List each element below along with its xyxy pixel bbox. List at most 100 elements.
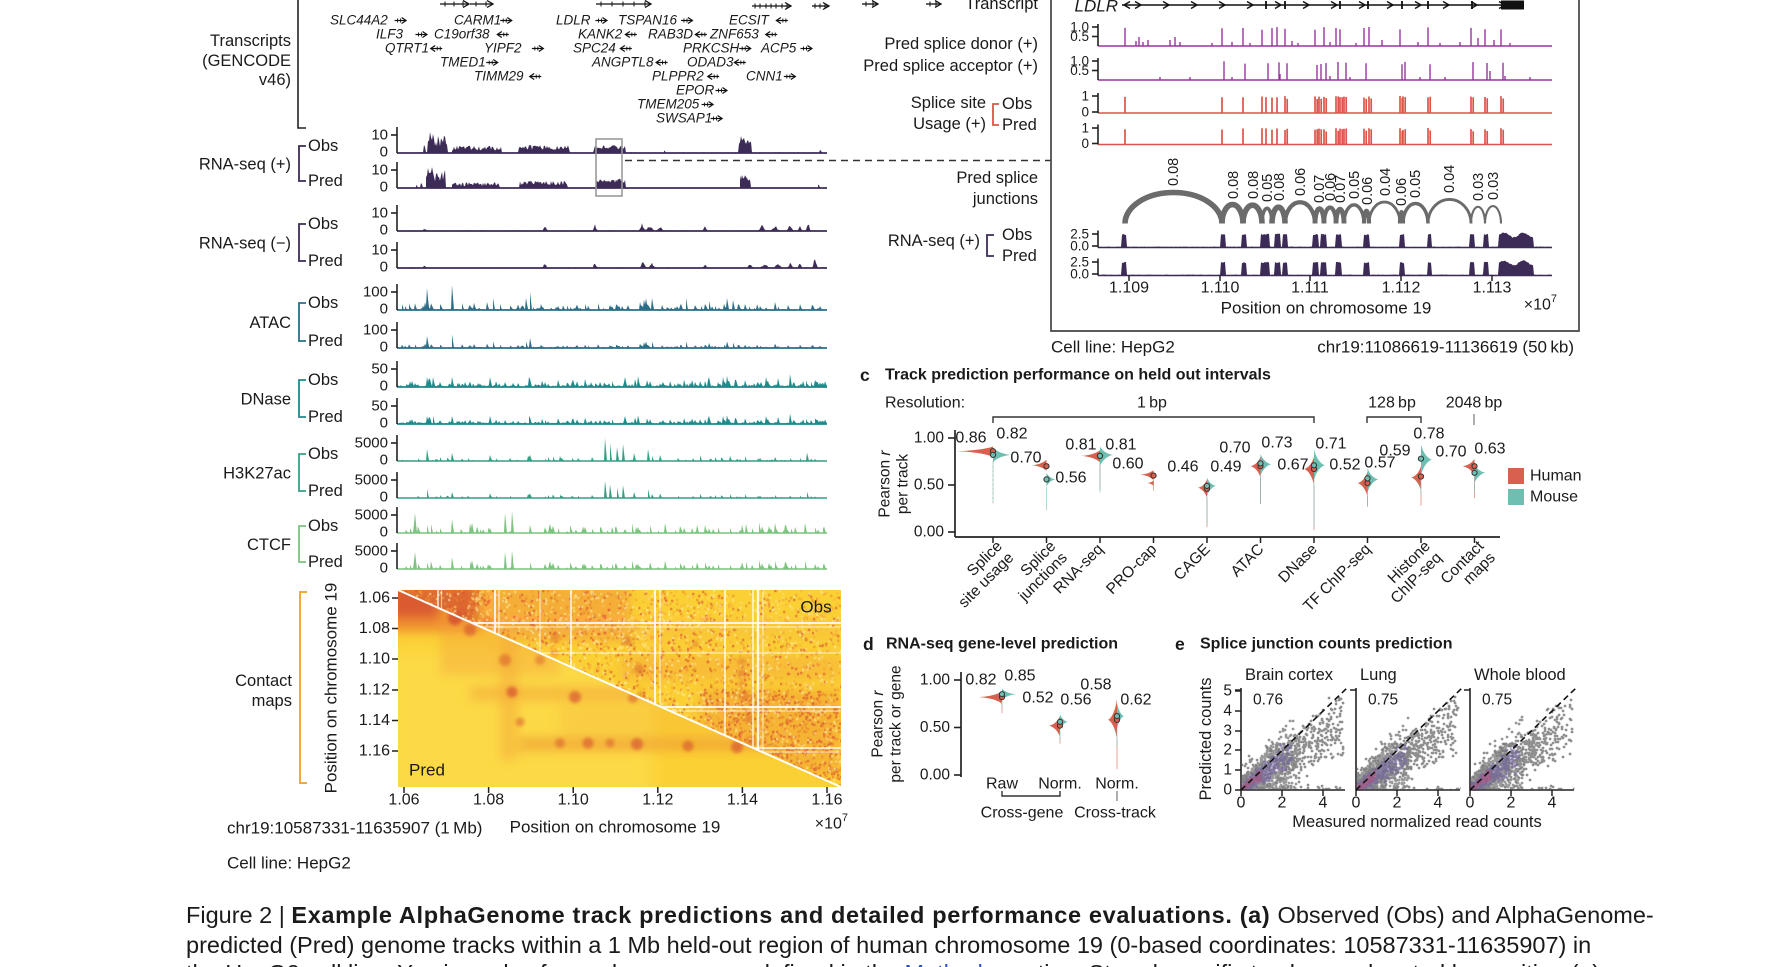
svg-text:DNase: DNase (1275, 541, 1321, 587)
svg-text:Pred: Pred (308, 408, 343, 426)
svg-text:Obs: Obs (308, 517, 338, 535)
svg-text:QTRT1: QTRT1 (385, 41, 429, 56)
svg-text:0.73: 0.73 (1261, 435, 1292, 452)
svg-text:0.05: 0.05 (1260, 174, 1276, 202)
svg-text:4: 4 (1223, 703, 1232, 720)
svg-text:1.113: 1.113 (1473, 280, 1512, 297)
svg-text:Brain cortex: Brain cortex (1245, 666, 1334, 684)
svg-text:0: 0 (1223, 782, 1232, 799)
svg-text:FBL: FBL (806, 0, 831, 2)
svg-text:0.04: 0.04 (1442, 165, 1458, 193)
svg-text:0.60: 0.60 (1112, 456, 1143, 473)
svg-text:5000: 5000 (355, 472, 388, 489)
svg-text:H3K27ac: H3K27ac (223, 465, 291, 483)
svg-text:ACP5: ACP5 (760, 41, 797, 56)
svg-text:0.63: 0.63 (1474, 441, 1505, 458)
svg-text:128 bp: 128 bp (1368, 395, 1416, 412)
svg-text:0: 0 (380, 524, 388, 541)
svg-text:0.75: 0.75 (1368, 692, 1398, 709)
svg-text:Track prediction performance o: Track prediction performance on held out… (885, 367, 1271, 384)
svg-text:PLPPR2: PLPPR2 (652, 69, 704, 84)
svg-text:0: 0 (1237, 795, 1246, 812)
svg-text:KANK2: KANK2 (578, 27, 623, 42)
svg-text:Pred: Pred (308, 172, 343, 190)
svg-text:Lung: Lung (1360, 666, 1397, 684)
svg-text:ECSIT: ECSIT (729, 13, 771, 28)
svg-text:0: 0 (1081, 105, 1089, 120)
svg-text:1.12: 1.12 (359, 682, 390, 699)
svg-text:0.08: 0.08 (1166, 158, 1182, 186)
svg-text:C19orf38: C19orf38 (434, 27, 490, 42)
svg-text:0.82: 0.82 (965, 672, 996, 689)
svg-text:Measured normalized read count: Measured normalized read counts (1292, 813, 1541, 831)
svg-text:1.16: 1.16 (811, 792, 842, 809)
svg-text:Usage (+): Usage (+) (913, 115, 986, 133)
svg-text:10: 10 (371, 127, 388, 144)
svg-text:0.06: 0.06 (1323, 173, 1339, 201)
svg-text:1 bp: 1 bp (1137, 395, 1167, 412)
svg-text:TMED1: TMED1 (440, 55, 486, 70)
svg-text:0.52: 0.52 (1022, 690, 1053, 707)
svg-text:ZNF653: ZNF653 (709, 27, 759, 42)
svg-text:0.5: 0.5 (1070, 63, 1089, 78)
svg-text:Cell line: HepG2: Cell line: HepG2 (227, 854, 351, 873)
svg-text:Pred splice donor (+): Pred splice donor (+) (884, 35, 1038, 53)
svg-text:0.0: 0.0 (1070, 239, 1089, 254)
svg-text:Pred: Pred (308, 252, 343, 270)
svg-text:ILF3: ILF3 (376, 27, 404, 42)
svg-text:Position on chromosome 19: Position on chromosome 19 (1221, 299, 1432, 318)
svg-text:Resolution:: Resolution: (885, 395, 965, 412)
svg-text:1: 1 (1081, 121, 1089, 136)
svg-text:SWSAP1: SWSAP1 (656, 111, 712, 126)
svg-text:0.49: 0.49 (1210, 459, 1241, 476)
svg-text:PRO-cap: PRO-cap (1103, 541, 1160, 598)
svg-text:Pearson r: Pearson r (870, 690, 887, 758)
svg-text:10: 10 (371, 205, 388, 222)
svg-text:Obs: Obs (1002, 95, 1032, 113)
svg-text:0.07: 0.07 (1312, 175, 1328, 203)
svg-text:PRKCSH: PRKCSH (683, 41, 740, 56)
svg-text:Splice site: Splice site (911, 94, 986, 112)
svg-text:0.82: 0.82 (996, 426, 1027, 443)
svg-text:chr19:11086619-11136619 (50 kb: chr19:11086619-11136619 (50 kb) (1317, 338, 1574, 357)
svg-text:1.0: 1.0 (1070, 20, 1089, 35)
svg-text:0.50: 0.50 (914, 477, 945, 494)
svg-text:1.06: 1.06 (388, 792, 419, 809)
svg-text:RNA-seq (+): RNA-seq (+) (888, 232, 980, 250)
svg-text:Norm.: Norm. (1095, 776, 1139, 793)
svg-text:Position on chromosome 19: Position on chromosome 19 (510, 818, 721, 837)
svg-text:e: e (1175, 634, 1185, 654)
svg-text:RNA-seq gene-level prediction: RNA-seq gene-level prediction (886, 636, 1118, 653)
svg-text:0.70: 0.70 (1435, 444, 1466, 461)
svg-text:0.06: 0.06 (1293, 168, 1309, 196)
svg-text:0: 0 (380, 222, 388, 239)
svg-text:0.50: 0.50 (920, 719, 951, 736)
svg-text:2: 2 (1393, 795, 1402, 812)
svg-text:ATAC: ATAC (249, 314, 291, 332)
svg-text:1.00: 1.00 (920, 672, 951, 689)
svg-text:0.56: 0.56 (1060, 692, 1091, 709)
svg-text:5000: 5000 (355, 543, 388, 560)
svg-text:1.08: 1.08 (473, 792, 504, 809)
svg-text:Transcripts: Transcripts (210, 32, 291, 50)
svg-text:d: d (863, 634, 874, 654)
svg-text:1.14: 1.14 (359, 712, 390, 729)
svg-text:0.85: 0.85 (1004, 668, 1035, 685)
svg-text:0.70: 0.70 (1219, 440, 1250, 457)
svg-text:SLC44A2: SLC44A2 (330, 13, 388, 28)
svg-text:DOCK6: DOCK6 (722, 0, 769, 2)
svg-text:0.46: 0.46 (1167, 459, 1198, 476)
svg-text:1: 1 (1223, 762, 1232, 779)
svg-text:0.5: 0.5 (1070, 29, 1089, 44)
svg-text:0.06: 0.06 (1360, 177, 1376, 205)
svg-text:DNase: DNase (241, 391, 291, 409)
svg-text:1.06: 1.06 (359, 590, 390, 607)
svg-text:Pred splice: Pred splice (956, 169, 1038, 187)
svg-text:LDLR: LDLR (1075, 0, 1118, 16)
svg-text:0: 0 (380, 259, 388, 276)
svg-text:10: 10 (371, 162, 388, 179)
svg-text:1.111: 1.111 (1291, 280, 1329, 297)
svg-text:Obs: Obs (308, 294, 338, 312)
svg-text:2048 bp: 2048 bp (1446, 395, 1503, 412)
svg-text:0: 0 (380, 489, 388, 506)
